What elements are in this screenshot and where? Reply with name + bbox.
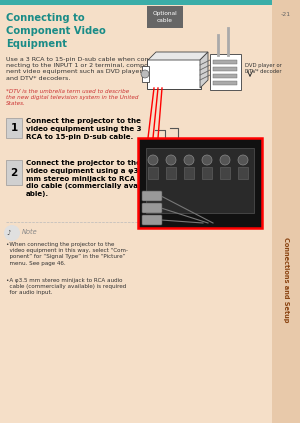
Bar xyxy=(147,6,183,28)
Circle shape xyxy=(141,70,149,78)
Text: •When connecting the projector to the
  video equipment in this way, select “Com: •When connecting the projector to the vi… xyxy=(6,242,128,266)
FancyBboxPatch shape xyxy=(142,191,162,201)
Bar xyxy=(184,167,194,179)
FancyBboxPatch shape xyxy=(6,160,22,185)
Bar xyxy=(146,148,254,213)
FancyBboxPatch shape xyxy=(147,59,201,89)
Text: Connecting to
Component Video
Equipment: Connecting to Component Video Equipment xyxy=(6,13,106,49)
Text: Optional
cable: Optional cable xyxy=(153,11,177,22)
Text: 2: 2 xyxy=(11,168,18,178)
Text: Connect the projector to the
video equipment using the 3
RCA to 15-pin D-sub cab: Connect the projector to the video equip… xyxy=(26,118,142,140)
Bar xyxy=(238,167,248,179)
FancyBboxPatch shape xyxy=(142,203,162,213)
Polygon shape xyxy=(148,52,208,60)
Circle shape xyxy=(238,155,248,165)
Circle shape xyxy=(184,155,194,165)
Bar xyxy=(272,0,300,423)
Bar xyxy=(213,60,237,64)
Text: Note: Note xyxy=(22,229,38,235)
Text: Connect the projector to the
video equipment using a φ3.5
mm stereo minijack to : Connect the projector to the video equip… xyxy=(26,160,150,197)
Text: Connections and Setup: Connections and Setup xyxy=(283,237,289,323)
Circle shape xyxy=(148,155,158,165)
FancyBboxPatch shape xyxy=(142,215,162,225)
Bar xyxy=(202,167,212,179)
Bar xyxy=(213,74,237,78)
Text: •A φ3.5 mm stereo minijack to RCA audio
  cable (commercially available) is requ: •A φ3.5 mm stereo minijack to RCA audio … xyxy=(6,278,126,295)
Circle shape xyxy=(166,155,176,165)
Text: Use a 3 RCA to 15-pin D-sub cable when con-
necting to the INPUT 1 or 2 terminal: Use a 3 RCA to 15-pin D-sub cable when c… xyxy=(6,57,151,81)
Polygon shape xyxy=(200,52,208,88)
Text: *DTV is the umbrella term used to describe
the new digital television system in : *DTV is the umbrella term used to descri… xyxy=(6,89,139,107)
Bar xyxy=(142,66,149,82)
Bar xyxy=(148,167,158,179)
Text: 1: 1 xyxy=(11,123,18,133)
Bar xyxy=(0,0,272,5)
Text: DVD player or
DTV* decoder: DVD player or DTV* decoder xyxy=(245,63,282,74)
Bar xyxy=(166,167,176,179)
Bar xyxy=(213,67,237,71)
FancyBboxPatch shape xyxy=(6,118,22,138)
Bar xyxy=(220,167,230,179)
Bar xyxy=(138,5,268,135)
Circle shape xyxy=(220,155,230,165)
Circle shape xyxy=(4,225,20,241)
Text: -21: -21 xyxy=(281,13,291,17)
Bar xyxy=(138,138,262,228)
FancyBboxPatch shape xyxy=(209,55,241,91)
Bar xyxy=(213,81,237,85)
Circle shape xyxy=(202,155,212,165)
Text: ♪: ♪ xyxy=(7,230,11,236)
